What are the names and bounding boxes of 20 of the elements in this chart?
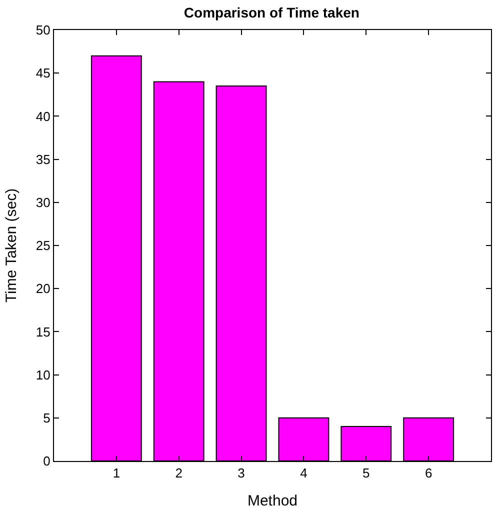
y-tick-label: 20 bbox=[36, 281, 50, 296]
y-tick-label: 35 bbox=[36, 152, 50, 167]
x-axis-title: Method bbox=[247, 492, 298, 510]
y-tick-label: 50 bbox=[36, 22, 50, 38]
y-tick-label: 0 bbox=[43, 454, 50, 469]
y-tick-label: 45 bbox=[36, 66, 50, 81]
x-tick-label: 3 bbox=[238, 466, 245, 481]
x-tick-label: 4 bbox=[300, 466, 308, 481]
y-tick-label: 25 bbox=[36, 238, 50, 254]
y-tick-label: 10 bbox=[36, 367, 50, 382]
y-axis-title: Time Taken (sec) bbox=[3, 188, 20, 303]
x-tick-label: 6 bbox=[424, 466, 432, 481]
x-tick-label: 2 bbox=[175, 466, 182, 481]
x-tick-label: 5 bbox=[362, 466, 370, 481]
y-tick-label: 15 bbox=[36, 324, 50, 340]
chart-title: Comparison of Time taken bbox=[184, 4, 360, 20]
y-tick-label: 40 bbox=[36, 108, 50, 124]
y-tick-label: 30 bbox=[36, 194, 50, 210]
x-tick-label: 1 bbox=[112, 466, 120, 481]
y-tick-label: 5 bbox=[43, 410, 50, 426]
